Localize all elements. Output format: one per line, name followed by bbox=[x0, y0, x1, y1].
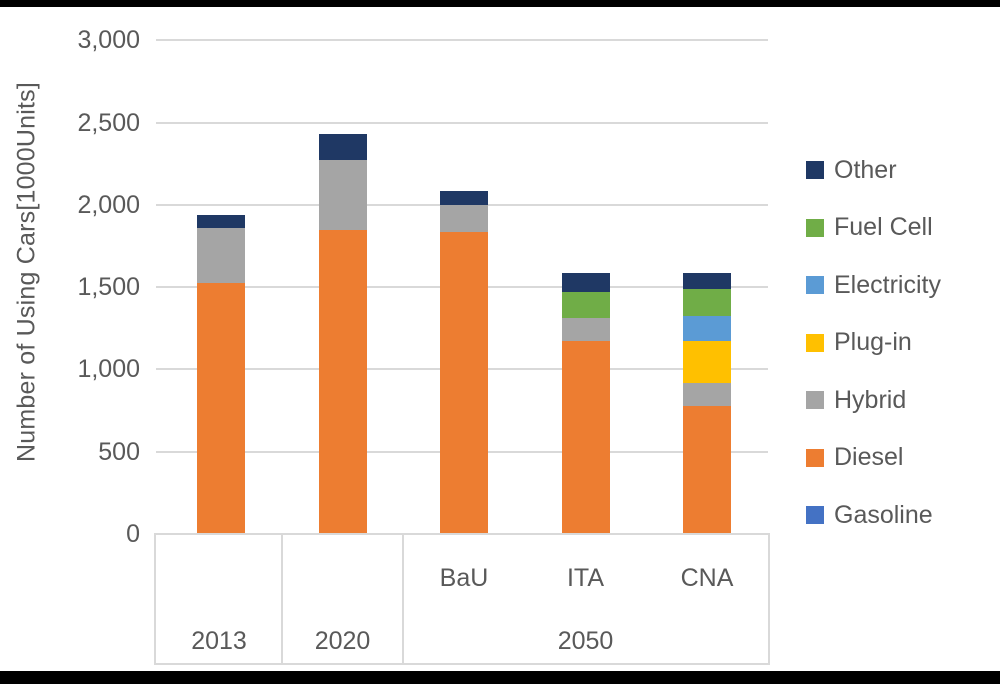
legend-label: Electricity bbox=[834, 270, 941, 299]
legend-swatch-electricity bbox=[806, 276, 824, 294]
year-label-2050: 2050 bbox=[557, 627, 614, 655]
legend-item-other: Other bbox=[806, 155, 897, 185]
legend-swatch-plug-in bbox=[806, 333, 824, 352]
scenario-label-cna: CNA bbox=[680, 564, 734, 592]
y-tick-label: 1,500 bbox=[77, 273, 140, 302]
bar-segment-2020-hybrid bbox=[318, 159, 367, 231]
bar-segment-2050-cna-diesel bbox=[683, 405, 731, 534]
bar-segment-2050-ita-diesel bbox=[561, 341, 610, 534]
y-tick-label: 3,000 bbox=[77, 26, 140, 55]
category-divider bbox=[402, 534, 405, 663]
legend-item-diesel: Diesel bbox=[806, 443, 903, 473]
legend-item-fuel-cell: Fuel Cell bbox=[806, 213, 933, 243]
legend-item-hybrid: Hybrid bbox=[806, 385, 906, 415]
legend-item-plug-in: Plug-in bbox=[806, 328, 912, 358]
category-divider bbox=[280, 534, 283, 663]
y-tick-label: 500 bbox=[98, 437, 140, 466]
category-axis-box bbox=[154, 533, 770, 665]
legend-label: Gasoline bbox=[834, 500, 933, 529]
legend-swatch-diesel bbox=[806, 448, 824, 467]
legend-item-electricity: Electricity bbox=[806, 270, 941, 300]
legend-label: Diesel bbox=[834, 443, 904, 471]
bar-segment-2020-other bbox=[318, 134, 367, 160]
legend-label: Other bbox=[834, 155, 897, 184]
y-axis-title: Number of Using Cars[1000Units] bbox=[12, 82, 41, 462]
bar-segment-2013-hybrid bbox=[197, 227, 245, 283]
scenario-label-ita: ITA bbox=[566, 564, 605, 592]
legend-swatch-hybrid bbox=[806, 391, 824, 409]
y-tick-label: 2,000 bbox=[77, 190, 140, 219]
legend-swatch-gasoline bbox=[806, 506, 824, 524]
scenario-label-bau: BaU bbox=[439, 564, 489, 592]
bar-segment-2050-cna-electricity bbox=[683, 315, 731, 341]
bar-segment-2050-ita-fuel-cell bbox=[561, 292, 610, 318]
bar-segment-2050-cna-hybrid bbox=[683, 382, 731, 406]
bar-segment-2013-diesel bbox=[197, 282, 245, 534]
gridline bbox=[156, 121, 768, 124]
y-tick-label: 2,500 bbox=[77, 108, 140, 137]
bar-segment-2020-diesel bbox=[318, 230, 367, 534]
bar-segment-2050-cna-plug-in bbox=[683, 340, 731, 383]
bar-segment-2050-bau-diesel bbox=[440, 231, 488, 534]
y-tick-label: 0 bbox=[126, 520, 140, 548]
y-tick-label: 1,000 bbox=[77, 355, 140, 384]
gridline bbox=[156, 39, 768, 42]
legend-swatch-fuel-cell bbox=[806, 218, 824, 237]
bar-segment-2050-cna-other bbox=[683, 273, 731, 289]
top-black-border bbox=[0, 0, 1000, 7]
legend-item-gasoline: Gasoline bbox=[806, 500, 933, 530]
legend-label: Plug-in bbox=[834, 328, 912, 356]
bottom-black-border bbox=[0, 671, 1000, 684]
bar-segment-2050-bau-hybrid bbox=[440, 204, 488, 232]
legend-swatch-other bbox=[806, 161, 824, 179]
bar-segment-2050-ita-hybrid bbox=[561, 317, 610, 342]
legend-label: Fuel Cell bbox=[834, 213, 933, 241]
bar-segment-2013-other bbox=[197, 214, 245, 228]
year-label-2013: 2013 bbox=[191, 627, 247, 655]
bar-segment-2050-ita-other bbox=[561, 273, 610, 293]
bar-segment-2050-cna-fuel-cell bbox=[683, 288, 731, 316]
year-label-2020: 2020 bbox=[314, 627, 371, 655]
legend-label: Hybrid bbox=[834, 385, 907, 414]
bar-segment-2050-bau-other bbox=[440, 190, 488, 205]
